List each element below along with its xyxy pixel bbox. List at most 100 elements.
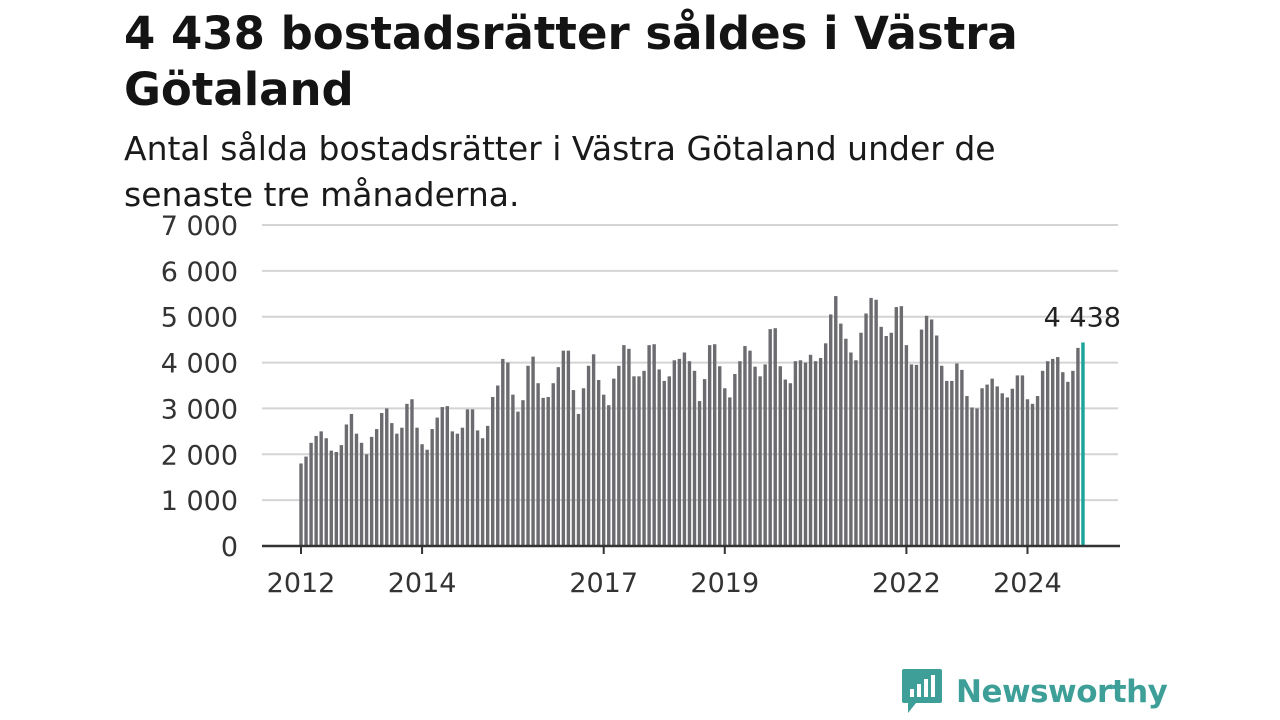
bar: [859, 332, 863, 546]
bar: [491, 396, 495, 546]
bar: [1051, 358, 1055, 546]
bar: [430, 429, 434, 546]
bar: [758, 376, 762, 546]
bar: [1000, 393, 1004, 546]
bar: [687, 361, 692, 546]
y-tick-label: 2 000: [161, 440, 238, 471]
bar: [1056, 357, 1060, 546]
bar: [374, 429, 379, 546]
bar: [516, 411, 520, 546]
bar: [1045, 361, 1050, 546]
bar: [460, 427, 465, 546]
bar: [854, 360, 858, 546]
bar: [546, 396, 550, 546]
bar: [940, 365, 944, 546]
bar: [874, 299, 878, 546]
bar: [849, 352, 853, 546]
bar: [410, 399, 414, 546]
bar: [884, 335, 888, 546]
bar: [390, 423, 394, 546]
bar: [818, 357, 823, 546]
bar: [1015, 375, 1020, 546]
y-tick-label: 1 000: [161, 486, 238, 517]
bar: [985, 384, 989, 546]
bar: [768, 329, 772, 546]
bar: [1025, 399, 1030, 546]
axes: [262, 544, 1120, 554]
bar: [909, 364, 914, 546]
bar: [354, 433, 359, 546]
bar: [697, 401, 702, 546]
bar: [526, 365, 530, 546]
bar: [702, 379, 707, 546]
bar: [319, 431, 323, 546]
bar: [1040, 370, 1045, 546]
bar: [829, 314, 833, 546]
bar: [733, 374, 737, 546]
bar: [364, 454, 369, 546]
bar: [899, 306, 904, 546]
bar: [596, 379, 601, 546]
bar: [642, 370, 646, 546]
bar: [864, 313, 868, 546]
bar: [980, 388, 984, 546]
bar: [970, 407, 974, 546]
bar: [1020, 375, 1025, 546]
bar: [707, 345, 712, 546]
bar: [344, 424, 349, 546]
bar: [995, 386, 999, 546]
bar: [485, 425, 490, 546]
bar: [1030, 403, 1035, 546]
bar: [496, 385, 500, 546]
bar: [622, 345, 626, 546]
bar: [511, 394, 515, 546]
brand-name: Newsworthy: [956, 674, 1168, 710]
bar: [425, 449, 429, 546]
bar: [718, 366, 722, 546]
bar: [440, 407, 444, 546]
bar: [369, 436, 374, 546]
bar: [475, 430, 480, 546]
bar: [617, 365, 621, 546]
bar: [536, 383, 540, 546]
x-tick-label: 2024: [993, 568, 1062, 599]
bar: [400, 427, 404, 546]
bar: [783, 379, 788, 546]
bar: [627, 348, 631, 546]
bar: [990, 378, 994, 546]
bar: [748, 350, 752, 546]
bar: [844, 338, 848, 546]
bar: [566, 350, 571, 546]
bar: [506, 362, 510, 546]
bar: [657, 369, 661, 546]
bar: [682, 352, 687, 546]
bar: [324, 438, 328, 546]
bar: [455, 433, 460, 546]
bar: [955, 363, 959, 546]
bar: [359, 442, 364, 546]
bar: [607, 405, 611, 546]
bar: [677, 358, 682, 546]
bar: [788, 383, 793, 546]
newsworthy-logo-icon: [902, 669, 942, 713]
bar: [803, 362, 808, 546]
bar: [1010, 388, 1015, 546]
bar: [334, 451, 339, 546]
bar: [738, 361, 742, 546]
bar: [541, 397, 545, 546]
bar: [652, 344, 656, 546]
bar: [470, 409, 475, 546]
bar: [531, 356, 535, 546]
y-tick-label: 0: [221, 532, 238, 563]
bar: [521, 400, 525, 546]
bar: [395, 433, 399, 546]
bar: [385, 408, 389, 546]
bar: [445, 406, 450, 546]
bar: [581, 388, 586, 546]
bar: [576, 413, 581, 546]
bar: [314, 435, 318, 546]
bar: [299, 463, 303, 546]
bar: [637, 376, 641, 546]
bar: [672, 360, 677, 546]
